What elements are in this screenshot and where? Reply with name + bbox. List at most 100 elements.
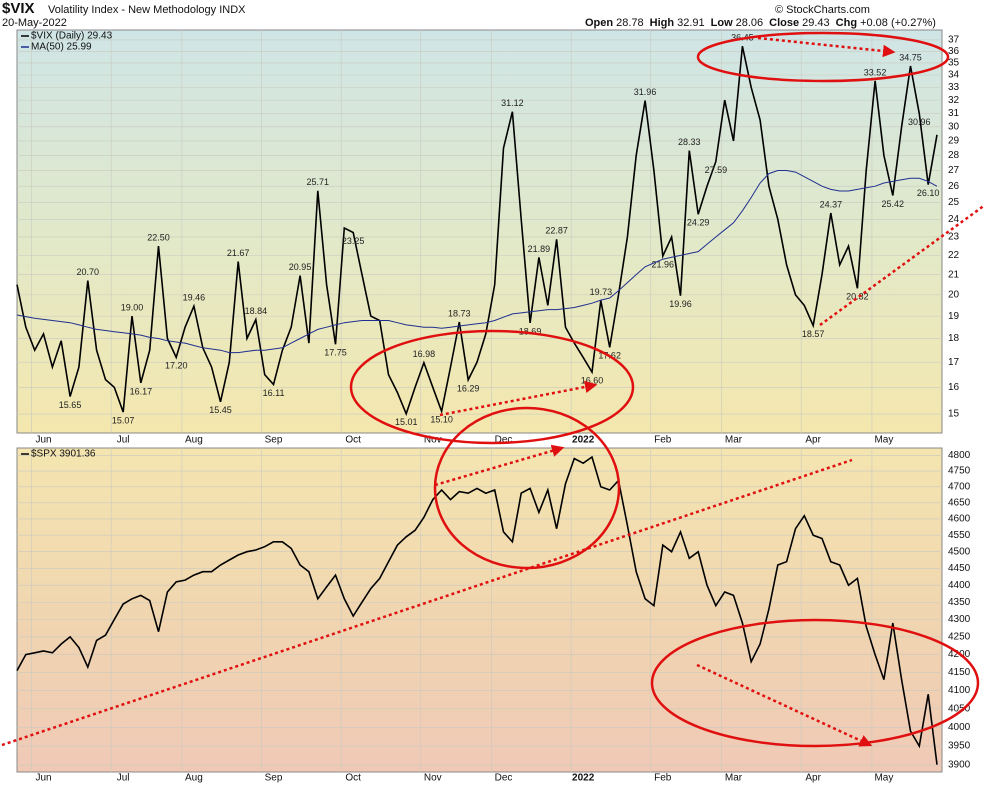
ellipse bbox=[650, 618, 980, 748]
quote-value: 29.43 bbox=[802, 17, 830, 29]
x-tick-label: Nov bbox=[424, 435, 442, 446]
annotations bbox=[1, 31, 986, 748]
panel-top bbox=[16, 29, 943, 434]
y-tick-label: 4150 bbox=[948, 667, 971, 678]
data-label: 16.60 bbox=[581, 375, 604, 385]
x-tick-label: May bbox=[874, 435, 893, 446]
data-label: 18.57 bbox=[802, 329, 825, 339]
y-tick-label: 4100 bbox=[948, 685, 971, 696]
ellipse bbox=[349, 329, 635, 445]
data-label: 18.69 bbox=[519, 326, 542, 336]
data-label: 17.75 bbox=[324, 348, 347, 358]
x-tick-label: 2022 bbox=[572, 773, 595, 784]
x-tick-label: Aug bbox=[185, 435, 203, 446]
data-label: 19.73 bbox=[590, 287, 613, 297]
series-line bbox=[16, 170, 938, 354]
title: $VIX bbox=[2, 0, 35, 17]
y-tick-label: 27 bbox=[948, 165, 960, 176]
arrow bbox=[439, 380, 598, 417]
data-label: 30.96 bbox=[908, 117, 931, 127]
y-tick-label: 29 bbox=[948, 136, 960, 147]
x-tick-label: Aug bbox=[185, 773, 203, 784]
y-tick-label: 19 bbox=[948, 311, 960, 322]
x-tick-label: Jul bbox=[117, 435, 130, 446]
data-label: 16.98 bbox=[413, 349, 436, 359]
x-tick-label: Dec bbox=[495, 435, 513, 446]
y-tick-label: 4400 bbox=[948, 580, 971, 591]
x-tick-label: Dec bbox=[495, 773, 513, 784]
y-tick-label: 35 bbox=[948, 58, 960, 69]
data-label: 19.46 bbox=[183, 293, 206, 303]
x-tick-label: Oct bbox=[345, 773, 361, 784]
x-tick-label: Nov bbox=[424, 773, 442, 784]
y-tick-label: 3950 bbox=[948, 741, 971, 752]
y-tick-label: 4600 bbox=[948, 514, 971, 525]
trend-line bbox=[819, 203, 986, 327]
y-tick-label: 18 bbox=[948, 333, 960, 344]
arrow bbox=[757, 36, 896, 58]
y-tick-label: 24 bbox=[948, 214, 960, 225]
series-line bbox=[16, 46, 938, 417]
data-label: 20.70 bbox=[77, 267, 100, 277]
subtitle: Volatility Index - New Methodology INDX bbox=[48, 4, 246, 16]
y-tick-label: 20 bbox=[948, 290, 960, 301]
quote-value: +0.08 (+0.27%) bbox=[860, 17, 936, 29]
data-label: 19.96 bbox=[669, 299, 692, 309]
y-tick-label: 28 bbox=[948, 150, 960, 161]
data-label: 16.11 bbox=[263, 388, 285, 398]
legend-label: $VIX (Daily) 29.43 bbox=[31, 31, 113, 42]
x-tick-label: Jul bbox=[117, 773, 130, 784]
legend-label: $SPX 3901.36 bbox=[31, 449, 96, 460]
series-line bbox=[16, 455, 938, 765]
data-label: 21.67 bbox=[227, 248, 250, 258]
quote-label: Chg bbox=[836, 17, 857, 29]
y-tick-label: 4250 bbox=[948, 632, 971, 643]
y-tick-label: 25 bbox=[948, 197, 960, 208]
quote-value: 28.78 bbox=[616, 17, 644, 29]
quote-value: 28.06 bbox=[736, 17, 764, 29]
x-tick-label: Feb bbox=[654, 773, 672, 784]
data-label: 15.01 bbox=[395, 417, 418, 427]
data-label: 20.32 bbox=[846, 292, 869, 302]
data-label: 28.33 bbox=[678, 137, 701, 147]
quote: Open 28.78 High 32.91 Low 28.06 Close 29.43 Chg +… bbox=[585, 17, 936, 29]
x-tick-label: Jun bbox=[35, 773, 51, 784]
y-tick-label: 23 bbox=[948, 232, 960, 243]
y-tick-label: 32 bbox=[948, 95, 960, 106]
quote-label: High bbox=[650, 17, 675, 29]
ellipse bbox=[696, 31, 950, 83]
data-label: 20.95 bbox=[289, 262, 312, 272]
data-label: 15.07 bbox=[112, 416, 135, 426]
y-tick-label: 4350 bbox=[948, 597, 971, 608]
data-label: 15.65 bbox=[59, 400, 82, 410]
credit: © StockCharts.com bbox=[775, 4, 870, 16]
data-label: 21.89 bbox=[528, 244, 551, 254]
x-tick-label: Mar bbox=[725, 773, 743, 784]
x-tick-label: Sep bbox=[265, 435, 283, 446]
y-tick-label: 3900 bbox=[948, 760, 971, 771]
x-tick-label: Sep bbox=[265, 773, 283, 784]
data-label: 17.20 bbox=[165, 361, 188, 371]
data-label: 22.50 bbox=[147, 232, 170, 242]
y-tick-label: 30 bbox=[948, 121, 960, 132]
arrow bbox=[696, 663, 873, 747]
y-tick-label: 4300 bbox=[948, 614, 971, 625]
x-tick-label: 2022 bbox=[572, 435, 595, 446]
quote-label: Close bbox=[769, 17, 799, 29]
data-label: 23.25 bbox=[342, 236, 365, 246]
x-tick-label: Jun bbox=[35, 435, 51, 446]
data-label: 24.29 bbox=[687, 218, 710, 228]
y-tick-label: 4500 bbox=[948, 546, 971, 557]
y-tick-label: 36 bbox=[948, 46, 960, 57]
y-tick-label: 21 bbox=[948, 269, 960, 280]
y-tick-label: 4000 bbox=[948, 722, 971, 733]
y-tick-label: 4050 bbox=[948, 703, 971, 714]
data-label: 18.84 bbox=[245, 306, 268, 316]
data-label: 22.87 bbox=[545, 226, 568, 236]
panel-bottom bbox=[16, 447, 943, 773]
quote-label: Open bbox=[585, 17, 613, 29]
y-tick-label: 4750 bbox=[948, 466, 971, 477]
y-tick-label: 16 bbox=[948, 382, 960, 393]
y-tick-label: 4650 bbox=[948, 497, 971, 508]
